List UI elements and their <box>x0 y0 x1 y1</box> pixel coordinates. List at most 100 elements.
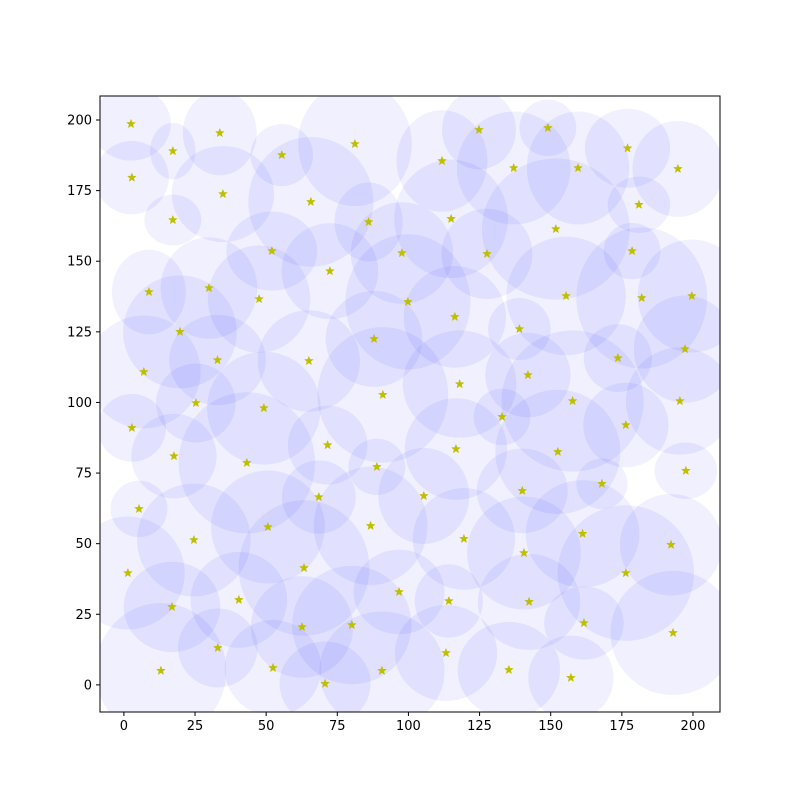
star-marker <box>174 326 185 337</box>
star-marker <box>503 664 514 675</box>
x-tick-label: 25 <box>187 719 204 734</box>
star-marker <box>313 491 324 502</box>
ellipse <box>100 516 185 630</box>
star-marker <box>686 290 697 301</box>
ellipse <box>279 641 371 712</box>
star-marker <box>573 162 583 173</box>
star-marker <box>324 265 335 276</box>
star-marker <box>396 247 407 258</box>
star-marker <box>214 127 225 138</box>
y-tick-label: 100 <box>67 396 92 411</box>
ellipse <box>625 347 720 455</box>
star-marker <box>636 292 647 303</box>
star-marker <box>517 485 528 496</box>
x-tick-label: 125 <box>467 719 492 734</box>
star-marker <box>363 216 374 227</box>
star-marker <box>190 397 201 408</box>
plot-frame <box>99 95 721 713</box>
star-marker <box>349 138 360 149</box>
star-marker <box>579 617 589 628</box>
star-marker <box>627 245 638 256</box>
star-marker <box>126 172 137 182</box>
star-marker <box>233 594 244 605</box>
star-marker <box>620 567 631 578</box>
star-marker <box>561 290 572 301</box>
star-marker <box>508 162 519 173</box>
star-marker <box>418 490 429 501</box>
star-marker <box>134 503 144 514</box>
star-marker <box>204 282 214 293</box>
star-marker <box>402 296 413 307</box>
marker-layer <box>122 118 697 688</box>
ellipse <box>637 239 720 353</box>
star-marker <box>552 446 563 457</box>
ellipse <box>298 96 412 207</box>
x-tick-label: 150 <box>538 719 563 734</box>
star-marker <box>565 672 576 683</box>
star-marker <box>346 619 357 630</box>
star-marker <box>437 155 447 166</box>
star-marker <box>169 450 179 461</box>
y-tick-label: 125 <box>67 325 92 340</box>
star-marker <box>167 145 178 156</box>
axes: 0 25 50 75 100 125 150 175 200 0 25 50 75 100 125 150 17… <box>67 114 705 734</box>
star-marker <box>143 286 154 297</box>
star-marker <box>126 118 136 129</box>
star-marker <box>514 323 525 334</box>
star-marker <box>276 149 287 160</box>
star-marker <box>377 389 388 400</box>
star-marker <box>674 395 685 406</box>
star-marker <box>266 245 277 256</box>
star-marker <box>188 534 199 545</box>
star-marker <box>369 333 379 344</box>
star-marker <box>449 311 460 322</box>
y-tick-label: 50 <box>75 537 92 552</box>
ellipse <box>610 570 720 696</box>
y-tick-label: 25 <box>75 608 92 623</box>
star-marker <box>167 601 177 612</box>
star-marker <box>474 124 484 135</box>
star-marker <box>522 369 533 380</box>
star-marker <box>450 443 461 454</box>
star-marker <box>680 343 690 354</box>
star-marker <box>297 621 307 632</box>
y-tick-label: 200 <box>67 114 92 129</box>
star-marker <box>258 402 269 413</box>
star-marker <box>497 411 508 422</box>
ellipse <box>442 96 516 170</box>
star-marker <box>320 678 331 688</box>
star-marker <box>138 366 149 377</box>
star-marker <box>596 478 607 489</box>
star-marker <box>458 533 469 544</box>
star-marker <box>668 627 679 638</box>
star-marker <box>167 214 178 225</box>
x-tick-label: 50 <box>258 719 275 734</box>
ellipse <box>100 315 201 429</box>
star-marker <box>633 199 644 209</box>
star-marker <box>268 662 278 673</box>
star-marker <box>446 213 457 224</box>
star-marker <box>622 143 633 153</box>
star-marker <box>620 419 631 430</box>
x-tick-label: 0 <box>120 719 128 734</box>
star-marker <box>482 248 492 259</box>
star-marker <box>666 539 677 550</box>
star-marker <box>519 547 529 558</box>
star-marker <box>322 439 333 450</box>
star-marker <box>441 647 451 658</box>
star-marker <box>443 595 454 606</box>
star-marker <box>524 596 535 607</box>
star-marker <box>365 520 376 531</box>
star-marker <box>305 196 316 207</box>
star-marker <box>254 293 265 304</box>
star-marker <box>454 378 465 389</box>
star-marker <box>377 665 387 675</box>
ellipse <box>182 96 257 176</box>
star-marker <box>672 163 683 174</box>
star-marker <box>303 355 314 366</box>
star-marker <box>262 521 273 532</box>
star-marker <box>371 461 382 472</box>
star-marker <box>155 665 166 675</box>
star-marker <box>217 188 228 199</box>
